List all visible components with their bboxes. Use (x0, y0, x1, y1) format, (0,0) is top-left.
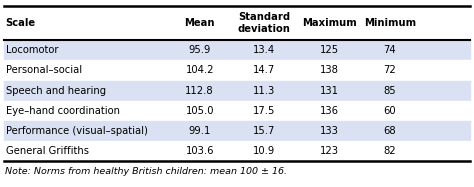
Text: Mean: Mean (184, 18, 215, 28)
Text: 99.1: 99.1 (189, 126, 211, 136)
Text: 10.9: 10.9 (253, 146, 275, 156)
Text: 131: 131 (319, 86, 338, 96)
Text: 95.9: 95.9 (189, 45, 211, 55)
Text: 85: 85 (383, 86, 396, 96)
Text: 82: 82 (383, 146, 396, 156)
Text: Eye–hand coordination: Eye–hand coordination (6, 106, 120, 116)
Text: Scale: Scale (6, 18, 36, 28)
Text: Locomotor: Locomotor (6, 45, 58, 55)
Text: 133: 133 (319, 126, 338, 136)
Text: 74: 74 (383, 45, 396, 55)
Text: 125: 125 (319, 45, 339, 55)
Text: 138: 138 (319, 65, 338, 76)
Text: 68: 68 (383, 126, 396, 136)
Text: Minimum: Minimum (364, 18, 416, 28)
Text: 15.7: 15.7 (253, 126, 275, 136)
Text: General Griffiths: General Griffiths (6, 146, 89, 156)
Text: 13.4: 13.4 (253, 45, 275, 55)
Text: Speech and hearing: Speech and hearing (6, 86, 106, 96)
Text: Personal–social: Personal–social (6, 65, 82, 76)
Text: 103.6: 103.6 (185, 146, 214, 156)
Text: 105.0: 105.0 (185, 106, 214, 116)
Text: 123: 123 (319, 146, 338, 156)
Text: 17.5: 17.5 (253, 106, 275, 116)
Text: Performance (visual–spatial): Performance (visual–spatial) (6, 126, 147, 136)
Text: 14.7: 14.7 (253, 65, 275, 76)
Text: 104.2: 104.2 (185, 65, 214, 76)
Text: 72: 72 (383, 65, 396, 76)
Text: Note: Norms from healthy British children: mean 100 ± 16.: Note: Norms from healthy British childre… (5, 167, 287, 176)
Text: 112.8: 112.8 (185, 86, 214, 96)
Text: 11.3: 11.3 (253, 86, 275, 96)
Text: 136: 136 (319, 106, 338, 116)
Text: 60: 60 (383, 106, 396, 116)
Text: Standard
deviation: Standard deviation (237, 12, 290, 34)
Text: Maximum: Maximum (302, 18, 356, 28)
